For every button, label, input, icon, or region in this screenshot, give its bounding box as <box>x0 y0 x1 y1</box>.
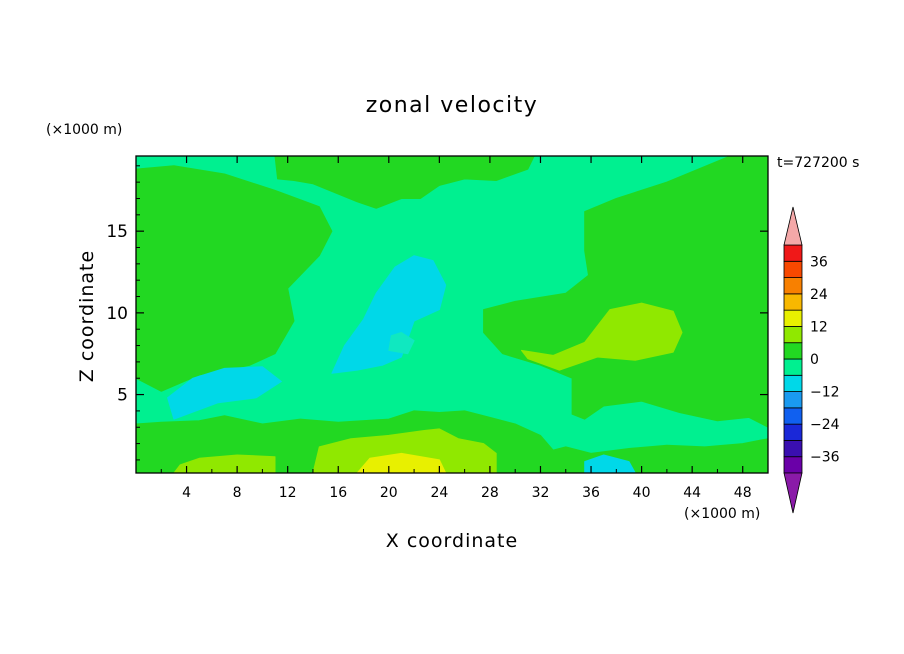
x-unit-label: (×1000 m) <box>684 506 760 522</box>
colorbar-swatch <box>783 407 803 425</box>
colorbar: 36 24 12 0 −12 −24 −36 <box>783 206 840 514</box>
contour-region-lime <box>521 302 683 371</box>
colorbar-swatch <box>783 456 803 474</box>
colorbar-swatch <box>783 440 803 458</box>
contour-region-paleCyan <box>388 332 415 355</box>
x-tick-label: 32 <box>532 485 550 501</box>
x-tick-label: 36 <box>582 485 600 501</box>
colorbar-swatch <box>783 260 803 278</box>
colorbar-swatch <box>783 309 803 327</box>
y-axis-ticks: 5 10 15 <box>106 165 768 461</box>
x-tick-label: 4 <box>182 485 191 501</box>
contour-region-green <box>274 156 535 209</box>
colorbar-swatch <box>783 374 803 392</box>
x-tick-label: 12 <box>279 485 297 501</box>
chart-title: zonal velocity <box>366 93 539 118</box>
colorbar-tick-label: −36 <box>810 450 840 466</box>
colorbar-tick-label: 24 <box>810 287 828 303</box>
y-axis-label: Z coordinate <box>76 250 98 382</box>
x-axis-ticks: 4 8 12 16 20 24 28 32 36 40 44 48 <box>160 156 752 501</box>
colorbar-swatch <box>783 358 803 376</box>
x-tick-label: 24 <box>430 485 448 501</box>
y-tick-label: 15 <box>106 222 128 242</box>
contour-region-cyan <box>584 454 636 473</box>
contour-region-lime <box>312 428 497 473</box>
x-tick-label: 44 <box>683 485 701 501</box>
plot-frame <box>135 155 769 474</box>
x-tick-label: 20 <box>380 485 398 501</box>
x-tick-label: 40 <box>633 485 651 501</box>
y-tick-label: 10 <box>106 304 128 324</box>
colorbar-tick-label: −24 <box>810 417 840 433</box>
colorbar-tick-label: −12 <box>810 385 840 401</box>
colorbar-swatch <box>783 244 803 262</box>
y-tick-label: 5 <box>117 386 128 406</box>
time-label: t=727200 s <box>777 155 859 171</box>
colorbar-swatch <box>783 423 803 441</box>
colorbar-tick-label: 36 <box>810 254 828 270</box>
contour-region-cyan <box>331 255 447 374</box>
x-axis-label: X coordinate <box>386 530 518 552</box>
contour-region-yellow <box>356 452 447 473</box>
colorbar-swatch <box>783 391 803 409</box>
colorbar-tick-label: 12 <box>810 319 828 335</box>
x-tick-label: 8 <box>233 485 242 501</box>
contour-region-lime <box>173 454 276 473</box>
x-tick-label: 28 <box>481 485 499 501</box>
colorbar-swatch <box>783 293 803 311</box>
colorbar-swatch <box>783 326 803 344</box>
y-unit-label: (×1000 m) <box>46 122 122 138</box>
contour-region-cyan <box>167 366 282 420</box>
contour-field <box>136 156 768 473</box>
colorbar-tick-label: 0 <box>810 352 819 368</box>
colorbar-over-arrow <box>783 206 803 246</box>
x-tick-label: 48 <box>734 485 752 501</box>
x-tick-label: 16 <box>329 485 347 501</box>
colorbar-under-arrow <box>783 472 803 514</box>
colorbar-swatch <box>783 342 803 360</box>
colorbar-swatch <box>783 277 803 295</box>
